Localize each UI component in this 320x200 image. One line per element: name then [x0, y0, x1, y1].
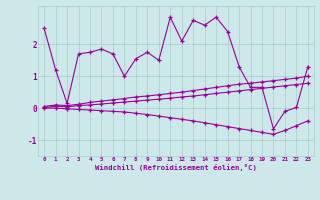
X-axis label: Windchill (Refroidissement éolien,°C): Windchill (Refroidissement éolien,°C) [95, 164, 257, 171]
